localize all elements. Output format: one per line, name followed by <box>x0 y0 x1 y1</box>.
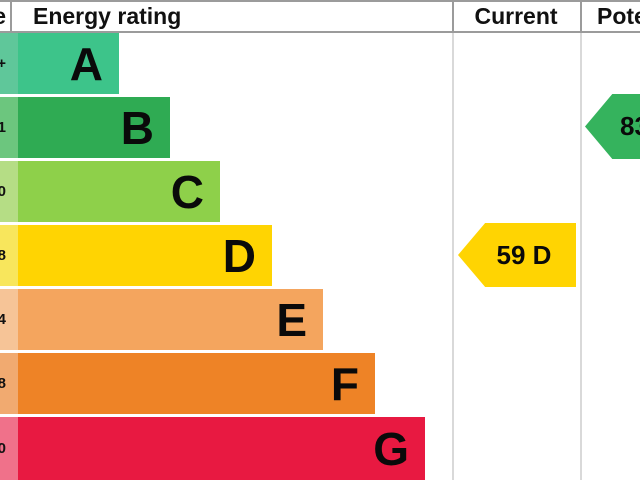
current-column-divider-header <box>452 2 454 31</box>
score-column-header: Score <box>0 2 6 31</box>
band-bar-d: D <box>18 225 272 286</box>
current-column-header: Current <box>474 3 558 29</box>
band-bar-c: C <box>18 161 220 222</box>
score-range-b: 81-91 <box>0 97 18 158</box>
top-border <box>0 0 640 2</box>
header-bottom-border <box>0 31 640 33</box>
potential-rating-arrow: 83 B <box>585 94 640 159</box>
score-range-c: 69-80 <box>0 161 18 222</box>
score-range-a: 92+ <box>0 33 18 94</box>
potential-column-divider-header <box>580 2 582 31</box>
current-column-divider <box>452 33 454 480</box>
band-bar-b: B <box>18 97 170 158</box>
potential-column-header: Potential <box>597 3 640 29</box>
score-column-divider <box>10 2 12 31</box>
band-bar-e: E <box>18 289 323 350</box>
score-range-g: 1-20 <box>0 417 18 480</box>
potential-column-divider <box>580 33 582 480</box>
band-bar-f: F <box>18 353 375 414</box>
score-range-e: 39-54 <box>0 289 18 350</box>
score-range-d: 55-68 <box>0 225 18 286</box>
energy-rating-column-header: Energy rating <box>33 3 182 29</box>
current-rating-arrow: 59 D <box>458 223 576 287</box>
band-bar-a: A <box>18 33 119 94</box>
score-range-f: 21-38 <box>0 353 18 414</box>
band-bar-g: G <box>18 417 425 480</box>
